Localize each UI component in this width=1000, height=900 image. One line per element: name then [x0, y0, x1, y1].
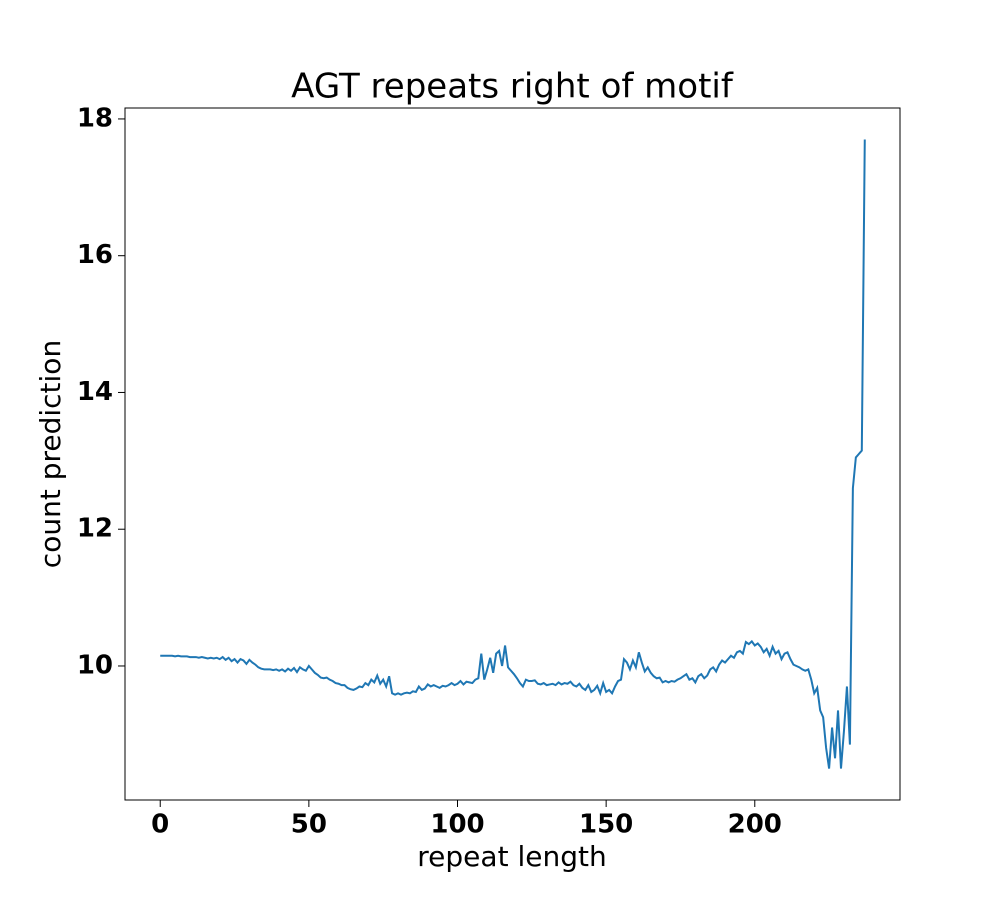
line-series	[160, 139, 866, 769]
x-tick-label: 150	[579, 810, 633, 840]
x-tick-label: 0	[151, 810, 169, 840]
y-tick-label: 10	[77, 650, 113, 680]
y-tick-label: 18	[77, 103, 113, 133]
chart-title: AGT repeats right of motif	[291, 67, 734, 107]
plot-frame	[124, 107, 901, 801]
y-tick-label: 16	[77, 240, 113, 270]
x-tick-label: 100	[430, 810, 484, 840]
x-axis-label: repeat length	[417, 840, 606, 873]
y-tick-label: 14	[77, 377, 113, 407]
y-tick-label: 12	[77, 514, 113, 544]
y-axis-label: count prediction	[34, 340, 67, 568]
x-tick-label: 200	[728, 810, 782, 840]
x-tick-label: 50	[291, 810, 327, 840]
